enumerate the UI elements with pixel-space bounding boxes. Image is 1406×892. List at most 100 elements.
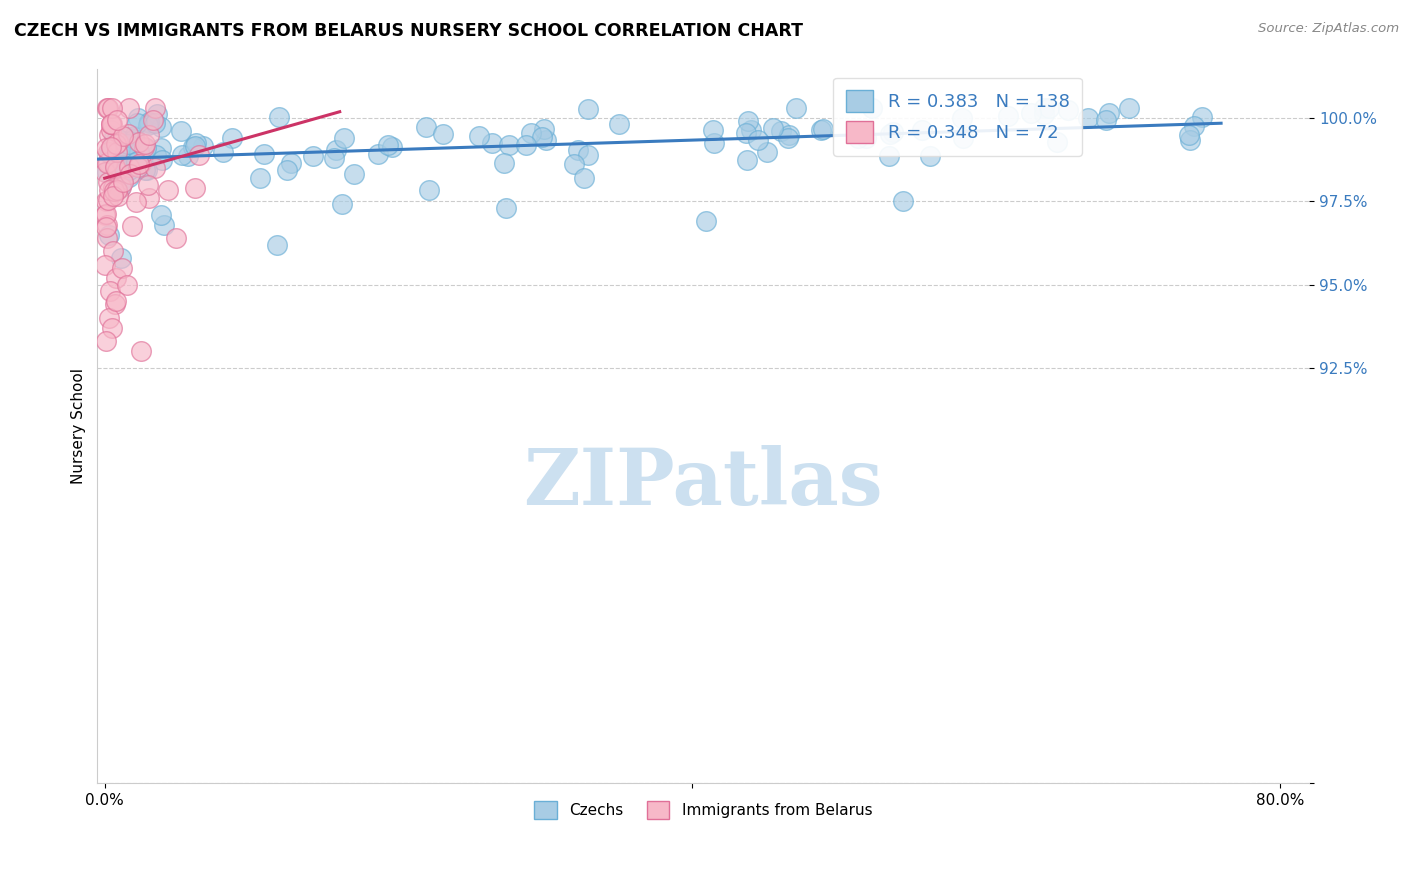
Point xyxy=(1098,106,1121,120)
Point xyxy=(118,130,141,145)
Point xyxy=(432,128,454,142)
Point xyxy=(212,145,235,160)
Point xyxy=(96,334,118,348)
Point xyxy=(103,184,125,198)
Point xyxy=(702,123,724,137)
Point xyxy=(778,131,800,145)
Point xyxy=(848,130,870,145)
Point xyxy=(415,120,437,134)
Point xyxy=(112,158,135,172)
Point xyxy=(129,153,152,168)
Point xyxy=(343,167,366,181)
Point xyxy=(138,115,160,129)
Point xyxy=(267,111,290,125)
Point xyxy=(111,138,134,153)
Point xyxy=(101,117,124,131)
Point xyxy=(576,148,599,162)
Point xyxy=(149,141,172,155)
Point xyxy=(747,133,769,147)
Point xyxy=(96,164,118,178)
Point xyxy=(607,117,630,131)
Point xyxy=(105,112,128,127)
Point xyxy=(104,297,127,311)
Point xyxy=(136,118,159,132)
Point xyxy=(100,117,122,131)
Point xyxy=(183,140,205,154)
Point xyxy=(737,114,759,128)
Point xyxy=(125,195,148,210)
Point xyxy=(253,146,276,161)
Point xyxy=(108,181,131,195)
Text: CZECH VS IMMIGRANTS FROM BELARUS NURSERY SCHOOL CORRELATION CHART: CZECH VS IMMIGRANTS FROM BELARUS NURSERY… xyxy=(14,22,803,40)
Point xyxy=(117,147,139,161)
Point xyxy=(143,116,166,130)
Point xyxy=(112,129,135,144)
Point xyxy=(96,231,118,245)
Point xyxy=(997,109,1019,123)
Point xyxy=(322,151,344,165)
Point xyxy=(103,244,125,259)
Point xyxy=(567,143,589,157)
Point xyxy=(138,115,160,129)
Point xyxy=(266,237,288,252)
Point xyxy=(531,130,554,145)
Point xyxy=(115,158,138,172)
Point xyxy=(755,145,778,159)
Point xyxy=(762,120,785,135)
Point xyxy=(1184,119,1206,133)
Point xyxy=(105,185,128,199)
Point xyxy=(134,140,156,154)
Point xyxy=(124,153,146,168)
Point xyxy=(134,137,156,152)
Point xyxy=(170,147,193,161)
Point xyxy=(145,148,167,162)
Point xyxy=(118,160,141,174)
Point xyxy=(107,189,129,203)
Point xyxy=(695,214,717,228)
Point xyxy=(110,251,132,265)
Point xyxy=(534,133,557,147)
Point xyxy=(127,160,149,174)
Point xyxy=(882,125,904,139)
Point xyxy=(97,310,120,325)
Point xyxy=(120,162,142,177)
Point xyxy=(150,153,173,168)
Point xyxy=(183,138,205,153)
Point xyxy=(129,156,152,170)
Point xyxy=(330,197,353,211)
Point xyxy=(785,102,807,116)
Point xyxy=(110,179,132,194)
Point xyxy=(1077,111,1099,125)
Point xyxy=(1057,103,1080,118)
Point xyxy=(105,145,128,160)
Point xyxy=(97,128,120,142)
Point xyxy=(98,183,121,197)
Point xyxy=(1019,105,1042,120)
Point xyxy=(121,219,143,233)
Point xyxy=(146,107,169,121)
Point xyxy=(105,149,128,163)
Point xyxy=(105,148,128,162)
Point xyxy=(101,189,124,203)
Point xyxy=(94,194,117,209)
Point xyxy=(152,218,174,232)
Point xyxy=(128,157,150,171)
Point xyxy=(1191,110,1213,124)
Point xyxy=(367,147,389,161)
Point xyxy=(1178,133,1201,147)
Point xyxy=(138,191,160,205)
Point xyxy=(156,183,179,197)
Point xyxy=(108,136,131,150)
Point xyxy=(852,124,875,138)
Point xyxy=(301,149,323,163)
Point xyxy=(468,129,491,144)
Point xyxy=(112,136,135,150)
Point xyxy=(145,102,167,116)
Point xyxy=(377,138,399,153)
Point xyxy=(735,153,758,167)
Y-axis label: Nursery School: Nursery School xyxy=(72,368,86,483)
Point xyxy=(111,260,134,275)
Point xyxy=(101,102,124,116)
Point xyxy=(576,102,599,116)
Point xyxy=(150,120,173,134)
